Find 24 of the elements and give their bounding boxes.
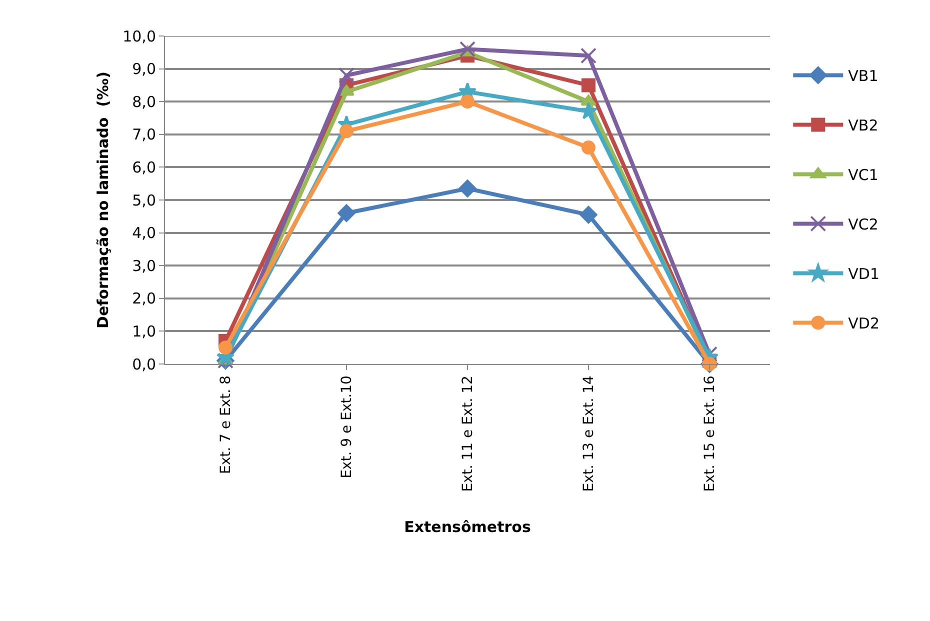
x-tick-label: Ext. 7 e Ext. 8	[218, 376, 234, 474]
x-tick-label: Ext. 13 e Ext. 14	[581, 376, 598, 492]
y-tick-label: 1,0	[132, 322, 156, 340]
y-tick-label: 8,0	[132, 92, 156, 111]
legend-label: VC2	[848, 216, 878, 234]
x-tick-label: Ext. 9 e Ext.10	[339, 376, 356, 478]
legend-label: VB2	[848, 116, 878, 135]
y-tick-label: 2,0	[132, 290, 156, 308]
legend-label: VC1	[848, 166, 878, 184]
legend-label: VD2	[848, 314, 880, 333]
y-tick-label: 10,0	[122, 27, 156, 46]
y-tick-label: 7,0	[132, 126, 156, 144]
y-tick-label: 4,0	[132, 224, 156, 242]
y-tick-label: 3,0	[132, 256, 156, 275]
x-axis-title: Extensômetros	[404, 518, 531, 536]
x-tick-label: Ext. 15 e Ext. 16	[702, 376, 718, 492]
legend-label: VD1	[848, 265, 880, 284]
y-tick-label: 9,0	[132, 60, 156, 78]
y-tick-label: 0,0	[132, 355, 156, 374]
y-tick-label: 5,0	[132, 191, 156, 210]
x-tick-label: Ext. 11 e Ext. 12	[460, 376, 476, 492]
y-axis-title: Deformação no laminado (‰)	[94, 72, 112, 328]
y-tick-label: 6,0	[132, 158, 156, 176]
legend-label: VB1	[848, 67, 878, 86]
